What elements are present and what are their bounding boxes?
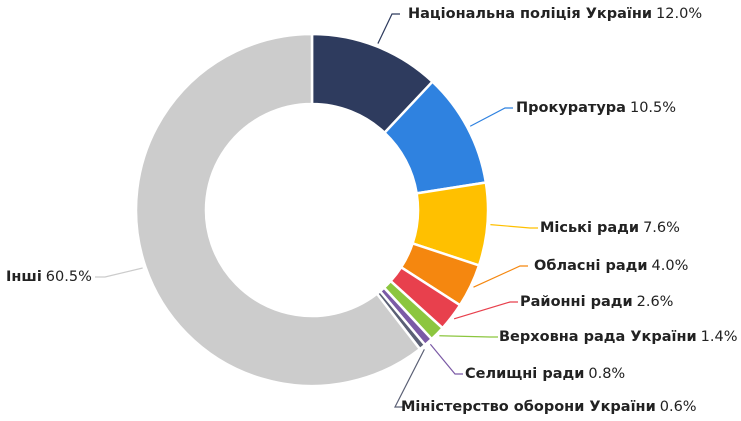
slice-label: Міські ради 7.6%	[540, 220, 680, 236]
slice	[134, 32, 422, 388]
leader-line	[490, 224, 538, 229]
slice-label: Міністерство оборони України 0.6%	[401, 399, 697, 415]
leader-line	[439, 335, 498, 338]
slice-label: Інші 60.5%	[6, 269, 92, 285]
leader-line	[453, 301, 518, 320]
slice-name: Інші	[6, 269, 42, 285]
slice-label: Верховна рада України 1.4%	[499, 329, 738, 345]
leader-line	[473, 265, 528, 288]
slice-value: 10.5%	[630, 100, 676, 116]
slice-name: Міські ради	[540, 220, 639, 236]
slice-value: 60.5%	[46, 269, 92, 285]
leader-line	[429, 343, 463, 375]
leader-line	[95, 267, 143, 278]
slice-value: 7.6%	[643, 220, 680, 236]
slice-name: Верховна рада України	[499, 329, 697, 345]
slice-value: 0.8%	[588, 366, 625, 382]
slice-name: Міністерство оборони України	[401, 399, 656, 415]
slice-name: Прокуратура	[516, 100, 626, 116]
slice-label: Селищні ради 0.8%	[465, 366, 625, 382]
slice-value: 12.0%	[656, 6, 702, 22]
leader-line	[469, 107, 513, 127]
slice-name: Районні ради	[520, 294, 633, 310]
slice-value: 1.4%	[701, 329, 738, 345]
slice-label: Районні ради 2.6%	[520, 294, 673, 310]
slice-name: Обласні ради	[534, 258, 648, 274]
leader-line	[377, 13, 400, 44]
slice-name: Селищні ради	[465, 366, 584, 382]
slice-label: Прокуратура 10.5%	[516, 100, 676, 116]
slice-value: 4.0%	[652, 258, 689, 274]
slice-value: 2.6%	[637, 294, 674, 310]
slice-label: Національна поліція України 12.0%	[408, 6, 702, 22]
slice-name: Національна поліція України	[408, 6, 652, 22]
leader-line	[394, 349, 425, 408]
slice-value: 0.6%	[660, 399, 697, 415]
slice-label: Обласні ради 4.0%	[534, 258, 688, 274]
